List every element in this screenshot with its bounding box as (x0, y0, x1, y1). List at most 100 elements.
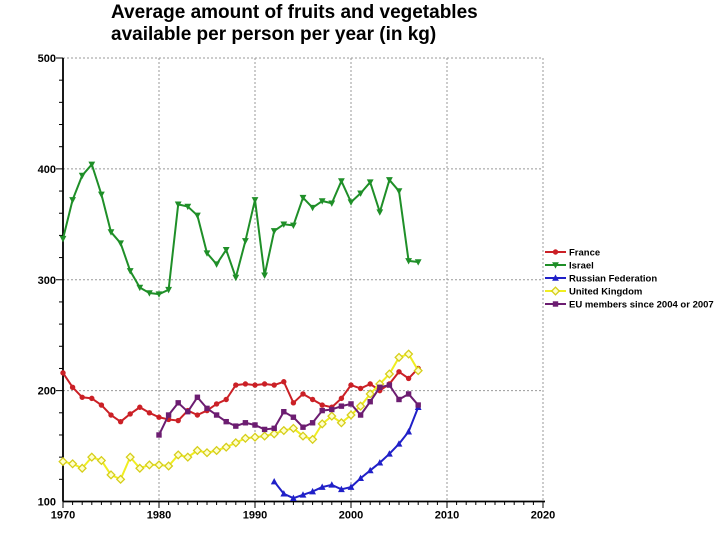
data-point (106, 470, 116, 480)
data-point (269, 429, 279, 439)
data-point (202, 447, 212, 458)
data-point (125, 452, 135, 462)
x-tick-label-2010: 2010 (435, 510, 459, 522)
data-point (357, 412, 364, 418)
data-point (259, 431, 270, 441)
chart-title: Average amount of fruits and vegetables … (111, 2, 478, 46)
data-point (309, 487, 316, 495)
y-tick-label-400: 400 (38, 164, 56, 176)
series-line-united-kingdom (62, 353, 420, 481)
data-point (395, 188, 403, 195)
legend-label-france: France (569, 248, 600, 259)
data-point (376, 209, 384, 216)
data-point (174, 201, 182, 208)
data-point (175, 417, 181, 424)
data-point (318, 483, 326, 490)
data-point (329, 406, 335, 413)
series-line-russian-federation (273, 406, 420, 500)
data-point (552, 262, 559, 269)
data-point (165, 412, 172, 418)
data-point (221, 442, 231, 452)
x-tick-label-1990: 1990 (243, 510, 267, 522)
data-point (270, 228, 278, 235)
data-point (405, 375, 412, 382)
data-point (367, 381, 373, 387)
y-tick-label-100: 100 (38, 497, 56, 509)
data-point (242, 381, 249, 387)
data-point (203, 250, 211, 257)
x-tick-label-1980: 1980 (147, 510, 171, 522)
series-russian-federation (270, 403, 422, 501)
data-point (552, 249, 559, 255)
data-point (117, 418, 124, 425)
data-point (300, 391, 306, 397)
data-point (357, 474, 364, 482)
data-point (395, 440, 403, 447)
data-point (126, 268, 134, 275)
data-point (386, 382, 393, 388)
data-point (136, 284, 144, 292)
data-point (348, 382, 354, 388)
data-point (300, 424, 306, 430)
data-point (232, 274, 240, 282)
legend: France Israel Russian Federation United Kin… (545, 248, 714, 311)
data-point (309, 204, 316, 212)
data-point (357, 190, 364, 197)
data-point (261, 272, 268, 279)
series-line-france (62, 367, 420, 423)
data-point (347, 199, 355, 206)
data-point (107, 229, 115, 236)
data-point (338, 395, 345, 402)
chart-title-line1: Average amount of fruits and vegetables (111, 2, 478, 23)
chart-title-line2: available per person per year (in kg) (111, 24, 437, 45)
x-axis-labels: 1970 1980 1990 2000 2010 2020 (51, 510, 555, 522)
data-point (338, 178, 345, 185)
data-point (184, 203, 192, 211)
data-point (89, 395, 95, 402)
data-point (298, 431, 308, 441)
data-point (309, 396, 316, 403)
data-point (552, 301, 559, 307)
data-point (261, 426, 268, 433)
data-point (413, 365, 423, 376)
tick-marks (56, 57, 544, 508)
data-point (204, 405, 210, 412)
data-point (252, 382, 258, 388)
data-point (240, 433, 251, 444)
x-tick-label-1970: 1970 (51, 510, 75, 522)
data-point (194, 412, 201, 418)
data-point (367, 399, 373, 405)
data-point (366, 466, 374, 474)
y-tick-label-200: 200 (38, 386, 56, 398)
data-point (290, 400, 297, 406)
data-point (327, 411, 337, 421)
data-point (386, 177, 393, 184)
data-point (396, 369, 402, 375)
legend-label-israel: Israel (569, 261, 594, 272)
data-point (242, 420, 249, 426)
data-point (317, 419, 327, 429)
data-point (281, 379, 287, 385)
data-point (127, 411, 133, 417)
data-point (96, 455, 107, 466)
data-point (355, 401, 366, 411)
data-point (156, 432, 162, 438)
series-israel (59, 161, 422, 298)
data-point (550, 286, 561, 296)
data-point (213, 261, 220, 268)
data-point (115, 474, 126, 485)
data-point (365, 389, 375, 399)
data-point (552, 274, 559, 281)
data-point (183, 452, 193, 462)
data-point (394, 352, 404, 363)
data-point (88, 161, 96, 169)
data-point (250, 432, 260, 442)
data-point (58, 456, 68, 467)
data-point (386, 450, 393, 457)
data-point (242, 238, 249, 245)
data-point (146, 290, 153, 297)
data-point (156, 414, 162, 420)
legend-item-france: France (545, 248, 600, 259)
data-point (366, 179, 374, 186)
data-point (108, 412, 114, 418)
